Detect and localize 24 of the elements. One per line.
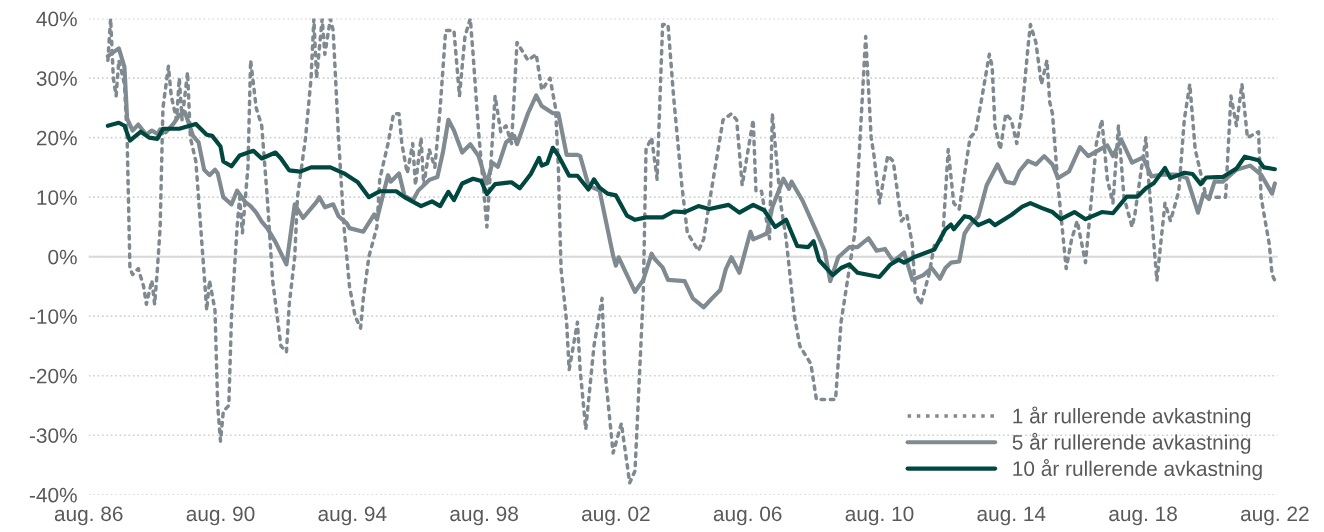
x-tick-label: aug. 14 — [977, 506, 1046, 526]
legend-label: 1 år rullerende avkastning — [1013, 406, 1251, 428]
y-tick-label: 0% — [48, 249, 77, 265]
line-series — [105, 120, 1277, 280]
x-tick-label: aug. 10 — [845, 506, 914, 526]
line-series — [106, 18, 1277, 485]
y-tick-label: 20% — [36, 130, 77, 146]
legend-label: 10 år rullerende avkastning — [1013, 459, 1262, 481]
x-tick-label: aug. 98 — [450, 506, 518, 526]
x-tick-label: aug. 22 — [1241, 506, 1309, 526]
x-tick-label: aug. 06 — [713, 506, 782, 526]
y-tick-label: -10% — [29, 309, 77, 324]
x-tick-label: aug. 94 — [318, 506, 387, 526]
x-tick-label: aug. 18 — [1109, 506, 1177, 526]
y-tick-label: -30% — [29, 428, 77, 443]
x-tick-label: aug. 90 — [186, 506, 255, 526]
y-tick-label: -40% — [29, 487, 77, 503]
y-tick-label: 30% — [36, 71, 77, 86]
legend-label: 5 år rullerende avkastning — [1012, 432, 1251, 454]
x-tick-label: aug. 02 — [582, 506, 650, 526]
y-tick-label: 40% — [36, 11, 77, 27]
y-tick-label: 10% — [37, 190, 77, 205]
y-tick-label: -20% — [29, 368, 77, 384]
x-tick-label: aug. 86 — [54, 506, 123, 526]
